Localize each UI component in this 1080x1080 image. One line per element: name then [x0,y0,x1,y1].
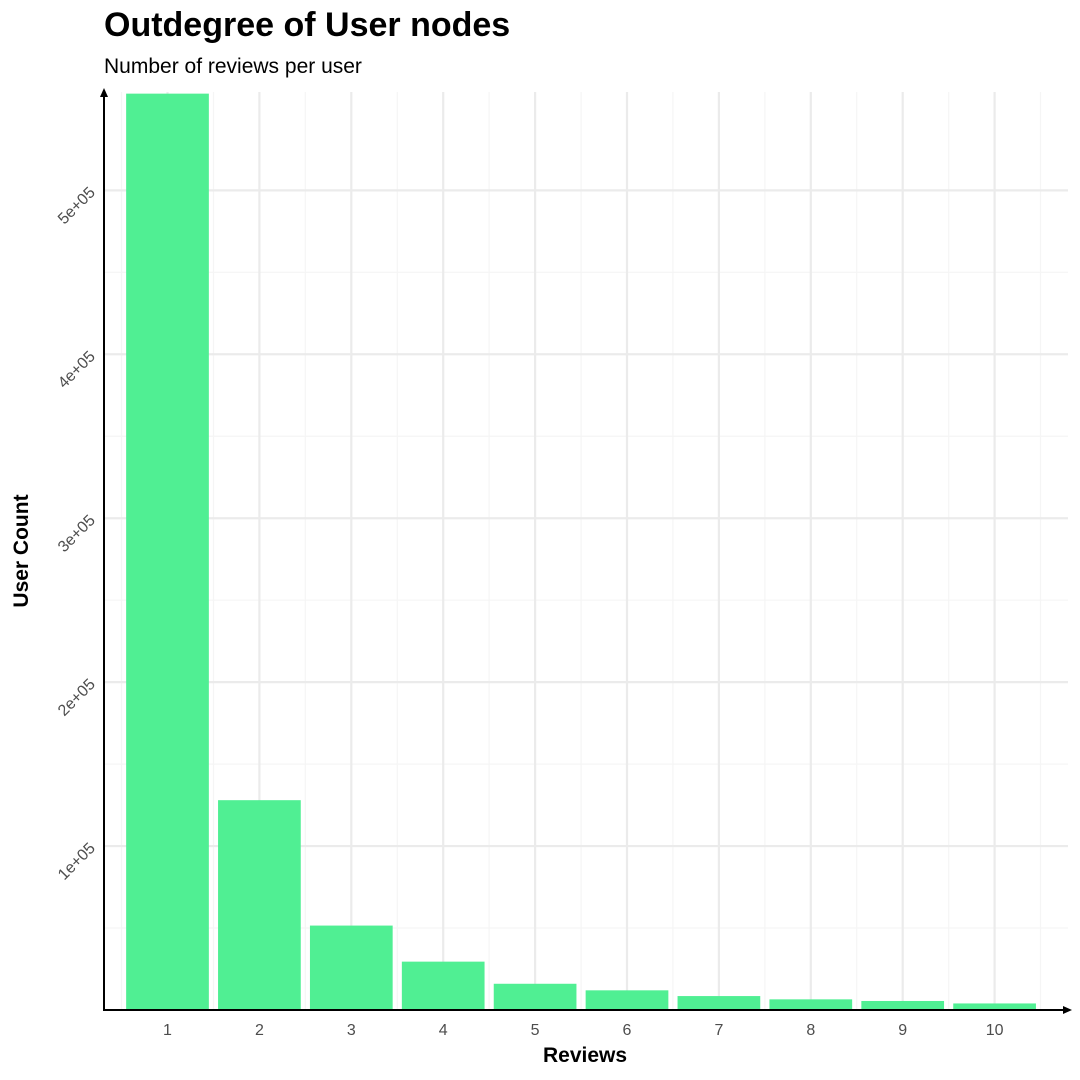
bar-9 [861,1000,945,1010]
bar-5 [493,983,577,1010]
grid-lines [104,92,1068,1010]
x-tick-label: 3 [347,1022,356,1039]
y-tick-label: 3e+05 [55,512,99,556]
x-tick-label: 10 [986,1022,1004,1039]
x-tick-label: 9 [898,1022,907,1039]
axes [100,88,1072,1014]
bar-1 [126,93,209,1010]
chart-subtitle: Number of reviews per user [104,55,362,78]
y-axis-title: User Count [10,494,33,607]
bar-2 [218,800,301,1010]
x-tick-label: 5 [531,1022,540,1039]
bar-3 [309,925,393,1010]
x-tick-label: 1 [163,1022,172,1039]
chart-title: Outdegree of User nodes [104,6,511,44]
y-tick-label: 4e+05 [55,348,99,392]
x-tick-label: 4 [439,1022,448,1039]
x-tick-label: 2 [255,1022,264,1039]
x-tick-label: 8 [806,1022,815,1039]
y-tick-label: 1e+05 [55,840,99,884]
y-tick-label: 2e+05 [55,676,99,720]
x-tick-label: 6 [623,1022,632,1039]
bar-6 [585,990,669,1010]
y-tick-label: 5e+05 [55,184,99,228]
x-tick-label: 7 [714,1022,723,1039]
bar-7 [677,996,761,1010]
bars [126,93,1036,1010]
bar-4 [401,961,485,1010]
x-axis-title: Reviews [543,1044,627,1067]
bar-8 [769,999,853,1010]
bar-10 [953,1003,1036,1010]
